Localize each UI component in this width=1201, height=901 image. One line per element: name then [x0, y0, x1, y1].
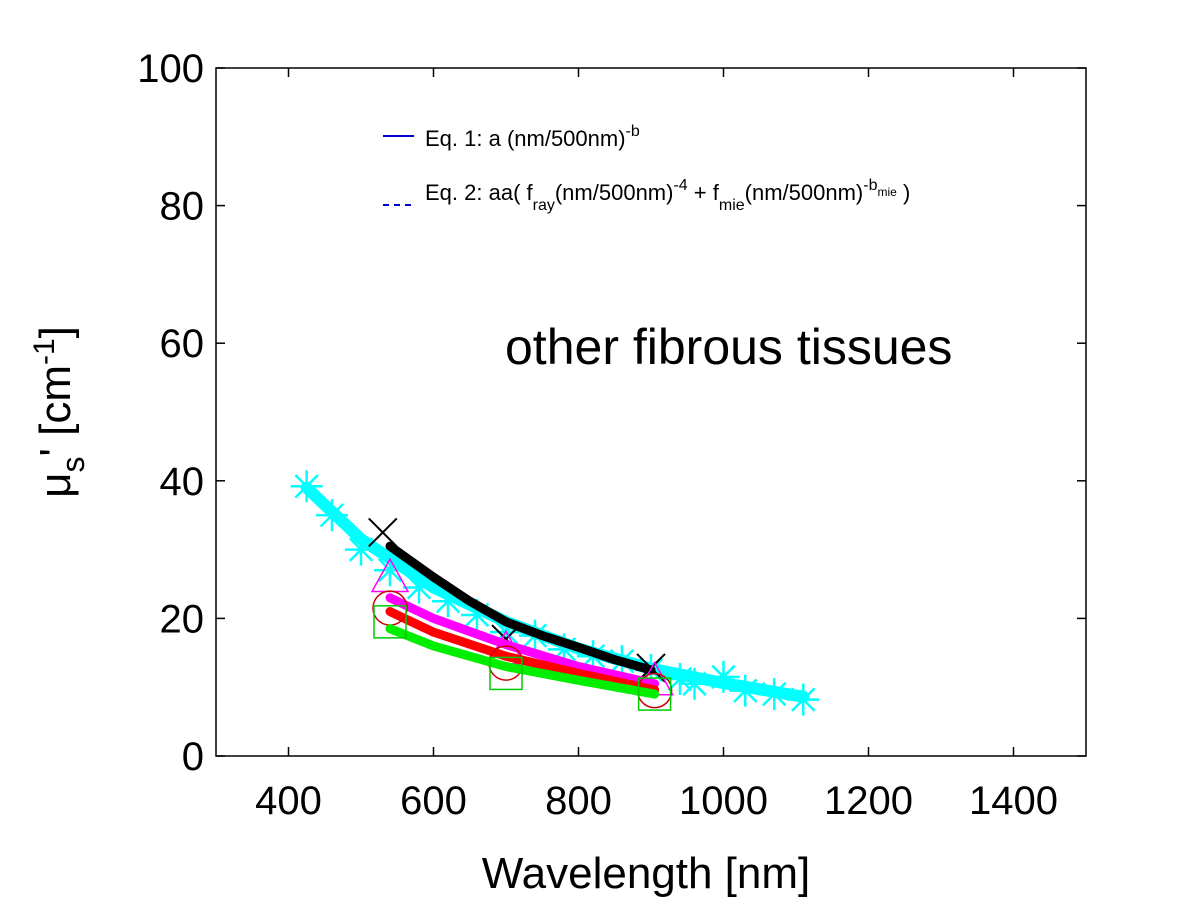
- data-point: [373, 605, 407, 639]
- data-point: [707, 660, 740, 693]
- series-layer: [290, 470, 820, 716]
- data-point: [316, 499, 348, 532]
- fit-line: [385, 541, 656, 675]
- fit-line: [385, 624, 660, 699]
- legend-entry-eq2: Eq. 2: aa( fray(nm/500nm)-4 + fmie(nm/50…: [425, 177, 910, 214]
- y-axis-title: μs' [cm-1]: [28, 326, 91, 498]
- x-tick-label: 600: [400, 779, 467, 823]
- x-tick-label: 1200: [824, 779, 913, 823]
- annotation-text: other fibrous tissues: [505, 319, 952, 375]
- x-tick-label: 1000: [679, 779, 768, 823]
- fit-line: [385, 607, 660, 695]
- data-point: [403, 571, 435, 604]
- x-tick-label: 1400: [969, 779, 1058, 823]
- y-tick-label: 40: [160, 460, 205, 504]
- plot-area: [215, 67, 1087, 757]
- data-point: [345, 533, 377, 566]
- y-tick-label: 100: [137, 47, 204, 91]
- y-tick-label: 20: [160, 597, 205, 641]
- x-axis-title: Wavelength [nm]: [482, 849, 811, 898]
- data-point: [758, 678, 791, 711]
- data-point: [637, 677, 672, 711]
- data-point: [678, 667, 711, 700]
- fit-line: [385, 593, 660, 689]
- y-tick-label: 0: [182, 735, 204, 779]
- data-point: [729, 674, 762, 707]
- y-tick-label: 60: [160, 322, 205, 366]
- data-point: [368, 517, 398, 548]
- x-tick-label: 800: [545, 779, 612, 823]
- x-tick-label: 400: [255, 779, 322, 823]
- y-tick-label: 80: [160, 185, 205, 229]
- legend-entry-eq1: Eq. 1: a (nm/500nm)-b: [425, 123, 640, 151]
- data-point: [787, 683, 820, 716]
- series-4: [373, 605, 672, 711]
- legend: Eq. 1: a (nm/500nm)-b Eq. 2: aa( fray(nm…: [383, 123, 910, 214]
- data-point: [290, 470, 323, 503]
- ticks-layer: 400 600 800 1000 1200 1400 0 20 40 60 80 100: [137, 47, 1086, 823]
- data-point: [489, 656, 523, 691]
